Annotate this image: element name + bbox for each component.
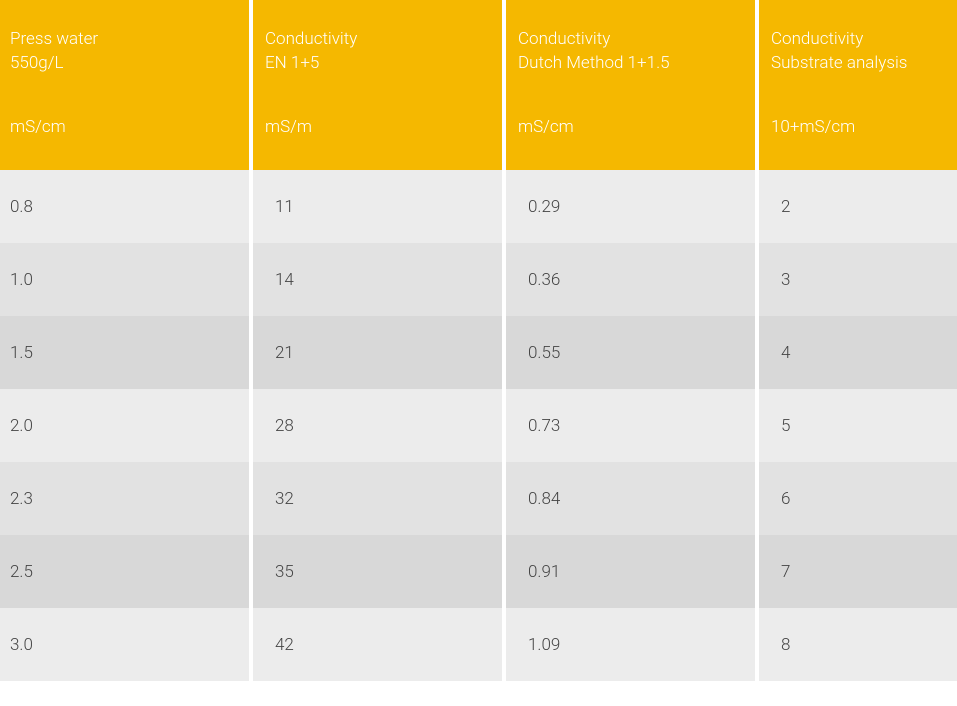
table-cell: 3.0	[0, 608, 253, 681]
table-cell: 14	[253, 243, 506, 316]
table-cell: 0.84	[506, 462, 759, 535]
header-unit: mS/cm	[10, 116, 237, 140]
header-unit: mS/cm	[518, 116, 743, 140]
table-row: 2.5350.917	[0, 535, 957, 608]
table-cell: 1.0	[0, 243, 253, 316]
table-cell: 0.29	[506, 170, 759, 243]
header-line2: 550g/L	[10, 52, 237, 76]
header-line1: Conductivity	[771, 28, 945, 52]
header-line1: Conductivity	[265, 28, 490, 52]
table-cell: 7	[759, 535, 957, 608]
table-cell: 0.73	[506, 389, 759, 462]
table-cell: 6	[759, 462, 957, 535]
table-row: 3.0421.098	[0, 608, 957, 681]
table-cell: 21	[253, 316, 506, 389]
table-cell: 1.09	[506, 608, 759, 681]
table-header-cell: Conductivity Substrate analysis 10+mS/cm	[759, 0, 957, 170]
table-cell: 35	[253, 535, 506, 608]
table-cell: 2.5	[0, 535, 253, 608]
table-cell: 3	[759, 243, 957, 316]
table-cell: 4	[759, 316, 957, 389]
header-line2: EN 1+5	[265, 52, 490, 76]
table-cell: 0.8	[0, 170, 253, 243]
conductivity-table: Press water 550g/L mS/cm Conductivity EN…	[0, 0, 957, 681]
table-cell: 2.3	[0, 462, 253, 535]
table-cell: 42	[253, 608, 506, 681]
table-body: 0.8110.2921.0140.3631.5210.5542.0280.735…	[0, 170, 957, 681]
table-cell: 5	[759, 389, 957, 462]
table-row: 0.8110.292	[0, 170, 957, 243]
table-cell: 0.55	[506, 316, 759, 389]
table-header-row: Press water 550g/L mS/cm Conductivity EN…	[0, 0, 957, 170]
table-cell: 0.91	[506, 535, 759, 608]
table-cell: 8	[759, 608, 957, 681]
table-header-cell: Press water 550g/L mS/cm	[0, 0, 253, 170]
table-cell: 28	[253, 389, 506, 462]
table-cell: 2	[759, 170, 957, 243]
table-header-cell: Conductivity EN 1+5 mS/m	[253, 0, 506, 170]
table-row: 1.5210.554	[0, 316, 957, 389]
header-line2: Substrate analysis	[771, 52, 945, 76]
header-line1: Press water	[10, 28, 237, 52]
table-row: 1.0140.363	[0, 243, 957, 316]
header-line1: Conductivity	[518, 28, 743, 52]
table-row: 2.3320.846	[0, 462, 957, 535]
header-line2: Dutch Method 1+1.5	[518, 52, 743, 76]
table-cell: 1.5	[0, 316, 253, 389]
table-cell: 32	[253, 462, 506, 535]
table-header-cell: Conductivity Dutch Method 1+1.5 mS/cm	[506, 0, 759, 170]
header-unit: mS/m	[265, 116, 490, 140]
table-row: 2.0280.735	[0, 389, 957, 462]
table-cell: 11	[253, 170, 506, 243]
table-cell: 2.0	[0, 389, 253, 462]
table-cell: 0.36	[506, 243, 759, 316]
header-unit: 10+mS/cm	[771, 116, 945, 140]
